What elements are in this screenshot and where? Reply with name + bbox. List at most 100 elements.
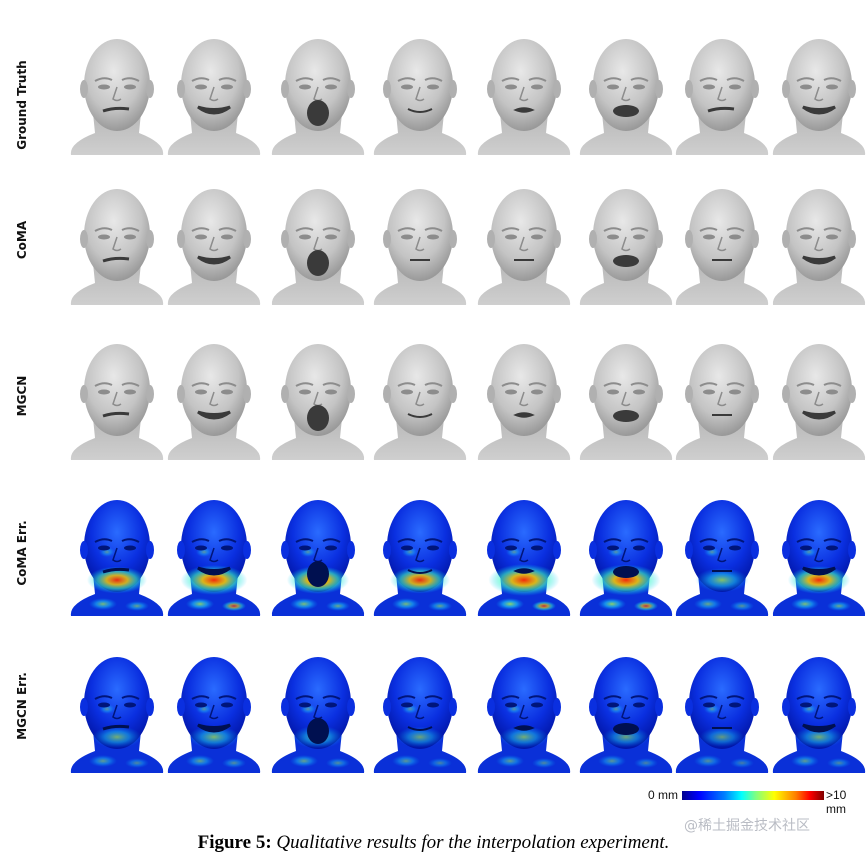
- left-ear: [177, 385, 185, 403]
- left-ear: [177, 230, 185, 248]
- face-render: [772, 189, 866, 305]
- error-hotspot: [827, 601, 851, 611]
- right-eyebrow: [322, 382, 341, 387]
- right-ear: [848, 541, 856, 559]
- left-eye: [703, 702, 715, 708]
- left-ear: [383, 80, 391, 98]
- right-eyebrow: [823, 695, 842, 700]
- right-eyebrow: [218, 77, 237, 82]
- right-eye: [531, 84, 543, 90]
- error-hotspot: [794, 726, 844, 748]
- right-eye: [221, 545, 233, 551]
- right-eye: [826, 545, 838, 551]
- face-render: [373, 657, 467, 773]
- right-eye: [826, 389, 838, 395]
- left-eyebrow: [501, 382, 520, 387]
- left-ear: [782, 230, 790, 248]
- error-hotspot: [496, 755, 524, 767]
- neck-shoulders: [477, 113, 571, 155]
- right-eyebrow: [630, 695, 649, 700]
- head-shape: [84, 344, 150, 436]
- right-ear: [655, 80, 663, 98]
- error-hotspot: [89, 598, 117, 610]
- neck-shoulders: [772, 113, 866, 155]
- nose: [112, 547, 122, 563]
- error-hotspot: [180, 565, 248, 595]
- left-ear: [685, 80, 693, 98]
- mouth-shape: [307, 100, 329, 126]
- left-ear: [383, 230, 391, 248]
- face-render: [772, 500, 866, 616]
- right-eye: [531, 545, 543, 551]
- left-ear: [487, 698, 495, 716]
- right-eyebrow: [322, 538, 341, 543]
- right-eye: [531, 234, 543, 240]
- right-eyebrow: [322, 227, 341, 232]
- nose: [621, 236, 631, 252]
- right-eye: [427, 545, 439, 551]
- left-ear: [80, 385, 88, 403]
- face-render: [167, 657, 261, 773]
- error-hotspot: [290, 755, 318, 767]
- neck-shoulders: [70, 418, 164, 460]
- neck-shoulders: [167, 263, 261, 305]
- left-eyebrow: [699, 382, 718, 387]
- face-render: [70, 657, 164, 773]
- head-shape: [285, 657, 351, 749]
- right-eyebrow: [218, 227, 237, 232]
- nose: [209, 391, 219, 407]
- left-eyebrow: [699, 695, 718, 700]
- nose: [621, 86, 631, 102]
- nose: [717, 391, 727, 407]
- left-eye: [98, 545, 110, 551]
- right-ear: [449, 698, 457, 716]
- right-ear: [848, 698, 856, 716]
- left-ear: [782, 698, 790, 716]
- face-render: [675, 189, 769, 305]
- neck-shoulders: [271, 418, 365, 460]
- error-hotspot: [86, 566, 148, 594]
- right-eye: [124, 389, 136, 395]
- mouth-shape: [197, 410, 231, 420]
- mouth-shape: [197, 105, 231, 115]
- error-hotspot: [290, 598, 318, 610]
- left-eye: [800, 545, 812, 551]
- right-eye: [124, 545, 136, 551]
- head-shape: [181, 344, 247, 436]
- left-eyebrow: [295, 227, 314, 232]
- head-shape: [491, 39, 557, 131]
- mouth-shape: [802, 410, 836, 420]
- mouth-shape: [197, 723, 231, 733]
- face-render: [772, 344, 866, 460]
- left-ear: [589, 230, 597, 248]
- right-eyebrow: [322, 695, 341, 700]
- left-eye: [98, 389, 110, 395]
- error-hotspot: [428, 758, 452, 768]
- head-shape: [689, 189, 755, 281]
- right-eyebrow: [726, 695, 745, 700]
- face-render: [477, 500, 571, 616]
- error-hotspot: [186, 598, 214, 610]
- right-eye: [531, 389, 543, 395]
- left-ear: [589, 698, 597, 716]
- error-hotspot: [730, 758, 754, 768]
- left-ear: [177, 541, 185, 559]
- left-ear: [80, 80, 88, 98]
- left-eyebrow: [94, 382, 113, 387]
- right-eye: [427, 84, 439, 90]
- nose: [717, 236, 727, 252]
- left-ear: [487, 230, 495, 248]
- left-eye: [800, 389, 812, 395]
- mouth-shape: [307, 405, 329, 431]
- left-eyebrow: [94, 227, 113, 232]
- neck-shoulders: [70, 263, 164, 305]
- right-eye: [221, 234, 233, 240]
- right-ear: [751, 230, 759, 248]
- caption-label: Figure 5:: [197, 832, 272, 853]
- right-eye: [124, 234, 136, 240]
- left-eye: [607, 84, 619, 90]
- error-hotspot: [392, 755, 420, 767]
- left-eyebrow: [397, 382, 416, 387]
- mouth-shape: [307, 250, 329, 276]
- neck-shoulders: [772, 418, 866, 460]
